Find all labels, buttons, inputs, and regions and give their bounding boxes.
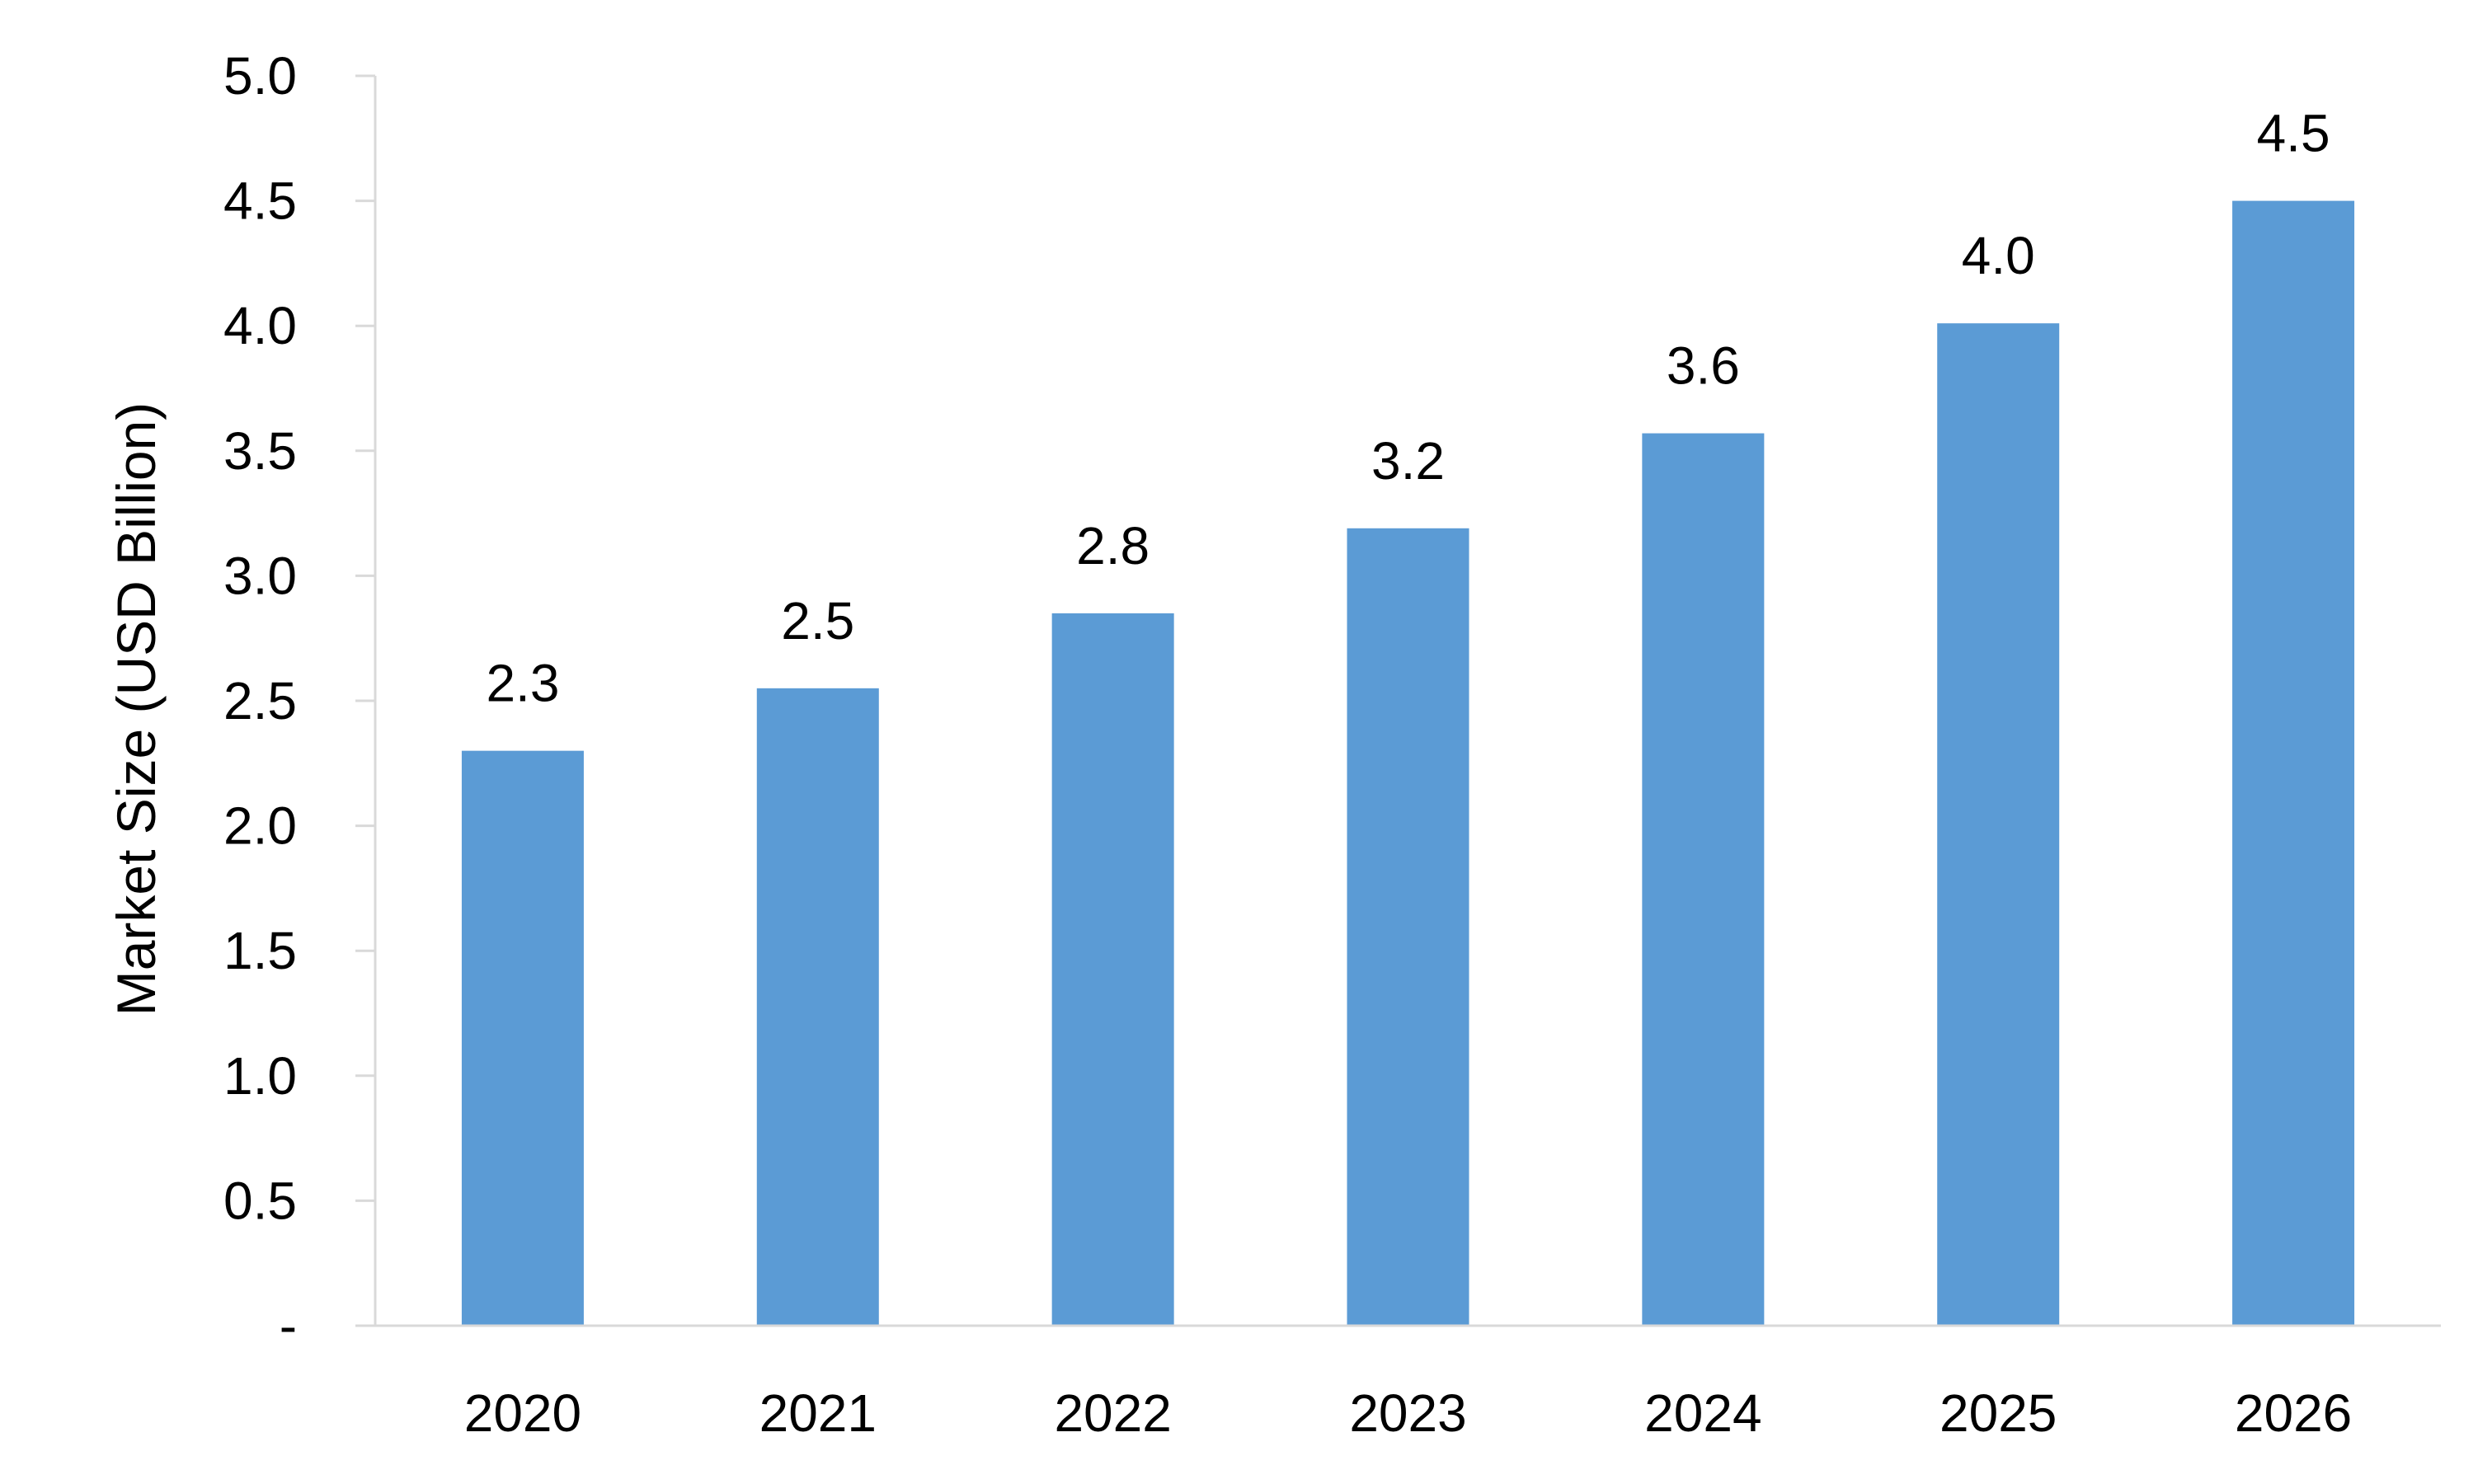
x-tick-label-2021: 2021 — [759, 1383, 877, 1443]
x-tick-label-2024: 2024 — [1644, 1383, 1761, 1443]
y-axis-title: Market Size (USD Billion) — [106, 402, 167, 1017]
y-tick-label: - — [280, 1296, 297, 1355]
data-label-2020: 2.3 — [486, 654, 559, 713]
x-tick-label-2022: 2022 — [1054, 1383, 1171, 1443]
y-tick-label: 4.0 — [223, 296, 297, 355]
y-tick-label: 1.0 — [223, 1046, 297, 1106]
bar-2022 — [1051, 613, 1174, 1326]
x-tick-label-2020: 2020 — [464, 1383, 581, 1443]
y-tick-label: 2.0 — [223, 796, 297, 856]
bar-2020 — [461, 750, 584, 1326]
data-label-2021: 2.5 — [781, 591, 854, 650]
y-tick-label: 3.5 — [223, 421, 297, 481]
x-tick-label-2026: 2026 — [2235, 1383, 2352, 1443]
y-tick-label: 0.5 — [223, 1171, 297, 1230]
bar-2021 — [756, 688, 879, 1326]
bar-2024 — [1642, 433, 1765, 1327]
y-tick-label: 5.0 — [223, 46, 297, 106]
y-tick-label: 2.5 — [223, 671, 297, 730]
bar-2023 — [1347, 528, 1469, 1326]
bar-2025 — [1937, 323, 2060, 1327]
y-tick-label: 4.5 — [223, 171, 297, 231]
data-label-2023: 3.2 — [1371, 431, 1445, 491]
data-labels: 2.3 2.5 2.8 3.2 3.6 4.0 4.5 — [486, 104, 2330, 713]
bar-2026 — [2232, 200, 2355, 1327]
bars — [461, 200, 2355, 1327]
x-tick-label-2025: 2025 — [1940, 1383, 2057, 1443]
x-tick-label-2023: 2023 — [1349, 1383, 1466, 1443]
y-tick-label: 3.0 — [223, 546, 297, 605]
data-label-2024: 3.6 — [1667, 336, 1740, 396]
data-label-2026: 4.5 — [2257, 104, 2330, 163]
data-label-2022: 2.8 — [1076, 516, 1150, 575]
data-label-2025: 4.0 — [1962, 226, 2035, 285]
y-tick-label: 1.5 — [223, 921, 297, 980]
y-axis: - 0.5 1.0 1.5 2.0 2.5 3.0 3.5 4.0 4.5 5.0 — [223, 46, 377, 1355]
x-axis: 2020 2021 2022 2023 2024 2025 2026 — [355, 1324, 2441, 1443]
